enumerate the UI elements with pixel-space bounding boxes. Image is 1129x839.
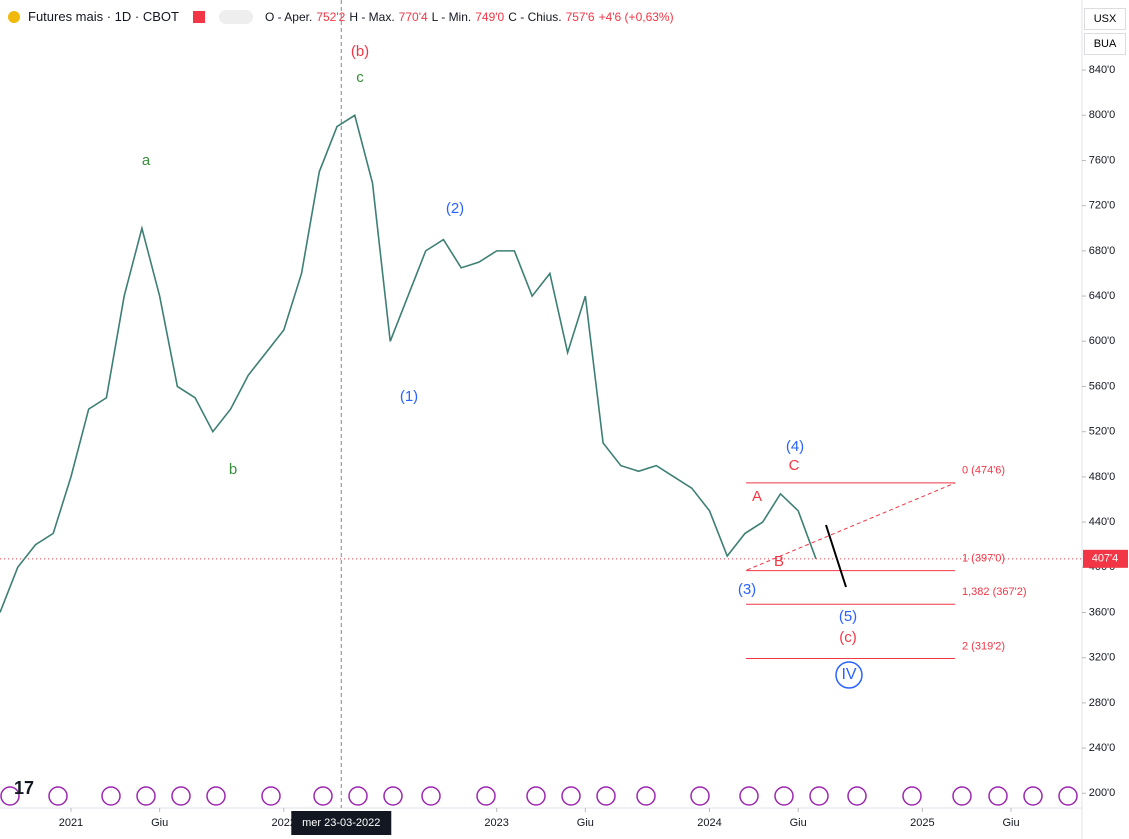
open-label: O - Aper. (264, 9, 313, 24)
wave-label: (3) (738, 581, 756, 598)
x-tick-label: Giu (1002, 817, 1019, 829)
logo: 17 (14, 778, 35, 798)
change: +4'6 (+0,63%) (598, 9, 674, 24)
flag[interactable] (192, 10, 205, 23)
fib-label: 1 (397'0) (962, 553, 1005, 565)
price-line (0, 114, 817, 613)
y-tick-label: 280'0 (1089, 697, 1116, 709)
y-tick-label: 760'0 (1089, 154, 1116, 166)
event-icon (261, 786, 281, 806)
open: 752'2 (316, 9, 346, 24)
last-price-label: 407'4 (1092, 553, 1119, 565)
symbol-title: Futures mais · 1D · CBOT (28, 9, 179, 24)
y-tick-label: 520'0 (1089, 426, 1116, 438)
trend-dashed (746, 482, 956, 571)
y-tick-label: 480'0 (1089, 471, 1116, 483)
y-tick-label: 240'0 (1089, 742, 1116, 754)
wave-label: a (142, 152, 151, 169)
wave-label: IV (841, 666, 856, 683)
event-icon (206, 786, 226, 806)
close-label: C - Chius. (508, 9, 562, 24)
wave-label: C (789, 457, 800, 474)
fib-label: 0 (474'6) (962, 465, 1005, 477)
y-tick-label: 320'0 (1089, 652, 1116, 664)
y-tick-label: 600'0 (1089, 335, 1116, 347)
low-label: L - Min. (431, 9, 472, 24)
event-icon (348, 786, 368, 806)
currency[interactable]: USX (1084, 8, 1126, 30)
fib-label: 2 (319'2) (962, 640, 1005, 652)
x-tick-label: Giu (151, 817, 168, 829)
x-tick-label: Giu (790, 817, 807, 829)
x-tick-label: 2025 (910, 817, 934, 829)
y-tick-label: 840'0 (1089, 64, 1116, 76)
x-tick-label: 2023 (484, 817, 508, 829)
x-tick-label: 2024 (697, 817, 721, 829)
low: 749'0 (475, 9, 505, 24)
event-icon (636, 786, 656, 806)
y-tick-label: 200'0 (1089, 787, 1116, 799)
event-icon (690, 786, 710, 806)
wave-label: (1) (400, 388, 418, 405)
event-icon (902, 786, 922, 806)
event-icon (421, 786, 441, 806)
y-tick-label: 440'0 (1089, 516, 1116, 528)
close: 757'6 (565, 9, 595, 24)
event-icon (383, 786, 403, 806)
wave-label: (c) (839, 629, 857, 646)
wave-label: c (356, 69, 364, 86)
event-icon (952, 786, 972, 806)
event-icon (136, 786, 156, 806)
event-icon (171, 786, 191, 806)
event-icon (313, 786, 333, 806)
y-tick-label: 680'0 (1089, 245, 1116, 257)
event-icon (101, 786, 121, 806)
event-icon (526, 786, 546, 806)
wave-circle (835, 661, 863, 689)
crosshair-label: mer 23-03-2022 (302, 817, 380, 829)
x-tick-label: 2022 (272, 817, 296, 829)
y-tick-label: 800'0 (1089, 109, 1116, 121)
unit[interactable]: BUA (1084, 33, 1126, 55)
event-icon (1058, 786, 1078, 806)
event-icon (988, 786, 1008, 806)
crosshair-box (291, 811, 392, 835)
event-icon (739, 786, 759, 806)
x-tick-label: Giu (577, 817, 594, 829)
badges[interactable] (218, 9, 253, 24)
event-icon (0, 786, 20, 806)
y-tick-label: 640'0 (1089, 290, 1116, 302)
symbol-icon (8, 10, 20, 23)
projection (825, 524, 847, 588)
high: 770'4 (398, 9, 428, 24)
event-icon (476, 786, 496, 806)
event-icon (847, 786, 867, 806)
event-icon (1023, 786, 1043, 806)
y-tick-label: 360'0 (1089, 606, 1116, 618)
wave-label: A (752, 488, 762, 505)
wave-label: (b) (351, 43, 369, 60)
fib-label: 1,382 (367'2) (962, 586, 1026, 598)
y-tick-label: 560'0 (1089, 380, 1116, 392)
wave-label: B (774, 553, 784, 570)
last-price-box (1083, 549, 1128, 568)
event-icon (48, 786, 68, 806)
wave-label: (4) (786, 438, 804, 455)
event-icon (774, 786, 794, 806)
y-tick-label: 720'0 (1089, 200, 1116, 212)
wave-label: (2) (446, 200, 464, 217)
event-icon (809, 786, 829, 806)
high-label: H - Max. (349, 9, 395, 24)
wave-label: b (229, 461, 237, 478)
header: Futures mais · 1D · CBOT O - Aper. 752'2 … (8, 9, 674, 24)
event-icon (561, 786, 581, 806)
event-icon (596, 786, 616, 806)
wave-label: (5) (839, 608, 857, 625)
x-tick-label: 2021 (59, 817, 83, 829)
